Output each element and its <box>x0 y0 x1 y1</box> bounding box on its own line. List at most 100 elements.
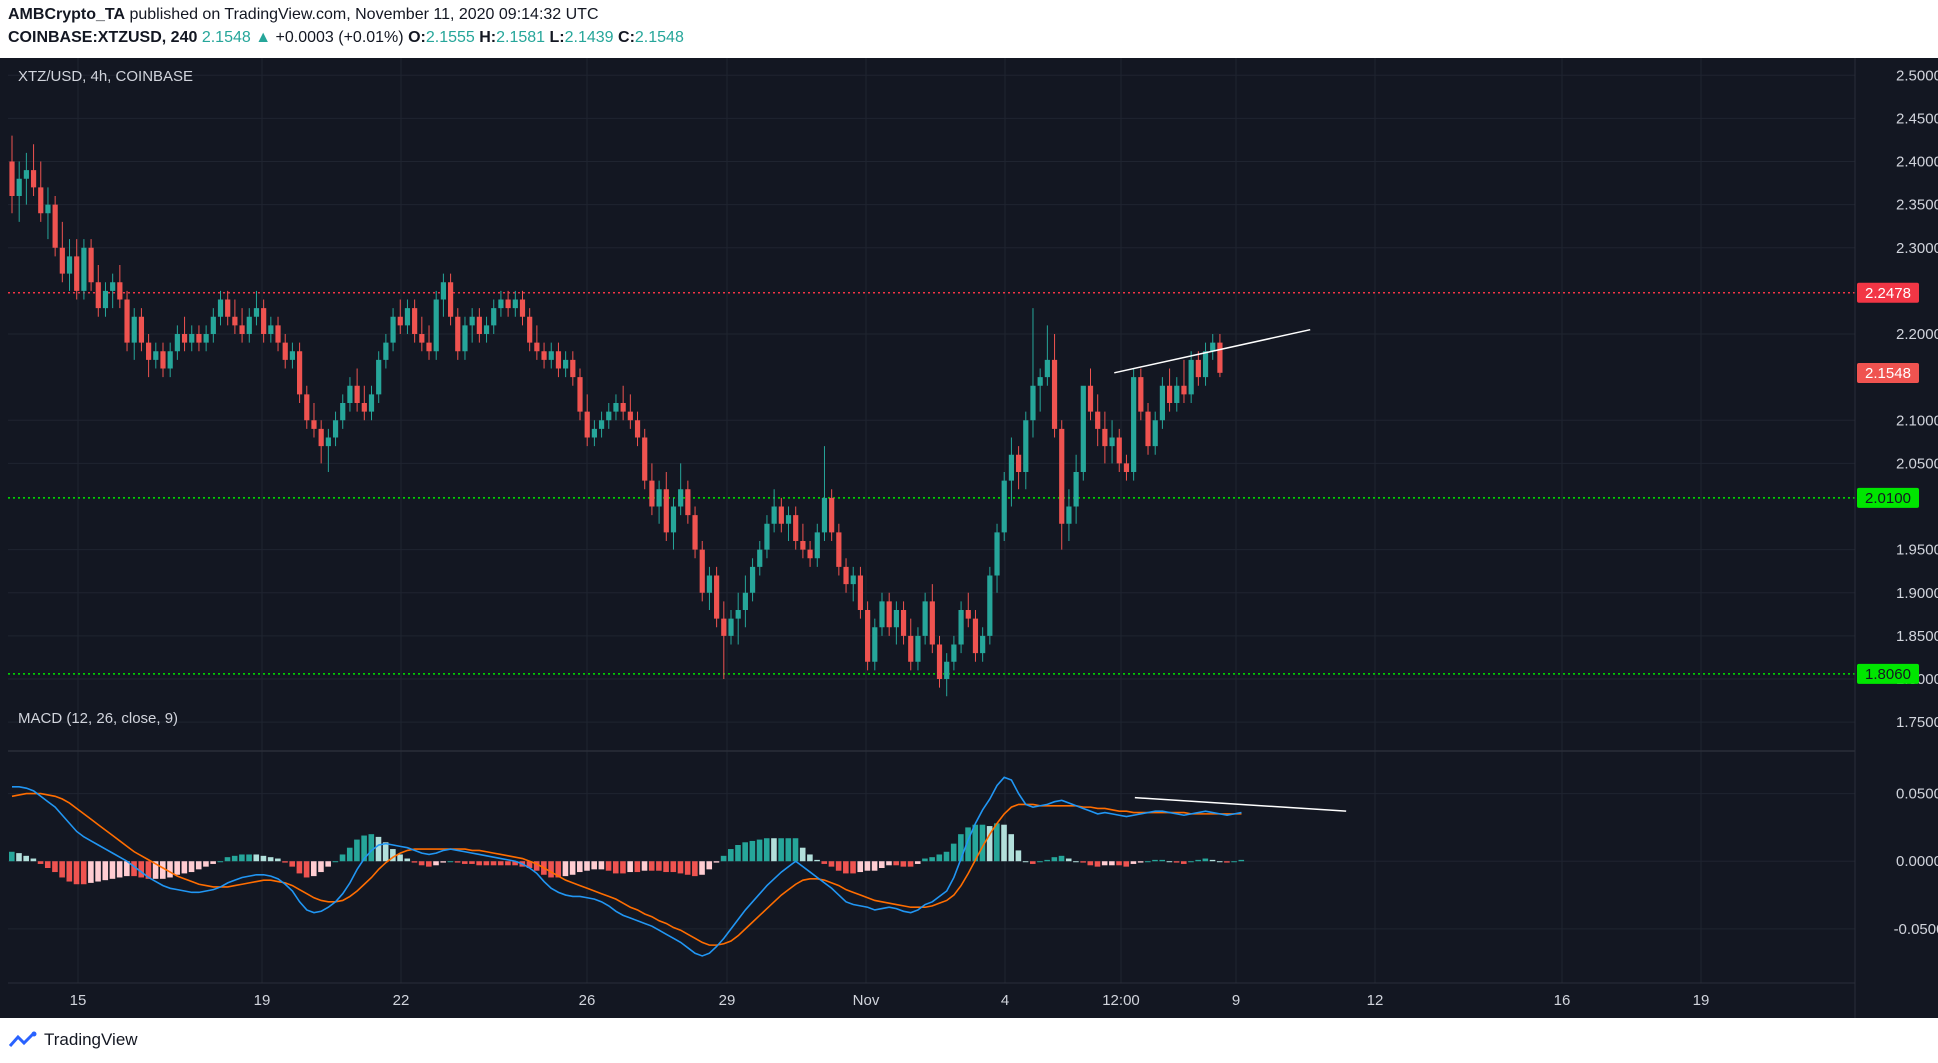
macd-histogram-bar <box>203 861 209 867</box>
time-tick-label: 4 <box>1001 992 1009 1009</box>
macd-histogram-bar <box>152 861 159 879</box>
candle-up <box>210 316 216 334</box>
candle-up <box>1001 480 1007 533</box>
price-axis[interactable]: 2.5000 2.4500 2.4000 2.3500 2.3000 2.2000 2.10… <box>1857 67 1938 938</box>
candle-up <box>189 334 195 343</box>
candle-up <box>656 489 662 507</box>
macd-histogram-bar <box>929 857 935 862</box>
macd-histogram-bar <box>612 861 619 874</box>
macd-histogram-bar <box>1001 824 1007 862</box>
candle-up <box>325 437 331 447</box>
candle-down <box>232 316 238 326</box>
candle-up <box>376 359 382 395</box>
macd-histogram-bar <box>814 859 820 862</box>
macd-histogram-bar <box>346 847 353 862</box>
publisher-name[interactable]: AMBCrypto_TA <box>8 6 126 23</box>
candle-up <box>174 334 180 352</box>
candle-down <box>886 601 892 628</box>
macd-histogram-bar <box>835 861 842 871</box>
macd-histogram-bar <box>720 855 727 862</box>
macd-histogram-bar <box>80 861 87 885</box>
macd-histogram-bar <box>390 849 396 862</box>
macd-histogram-bar <box>1145 861 1151 863</box>
candle-up <box>203 334 209 343</box>
candle-up <box>110 282 116 291</box>
resistance-price-badge <box>1857 282 1919 303</box>
macd-histogram-bar <box>864 861 871 871</box>
macd-histogram-bar <box>88 861 94 883</box>
close-label: C: <box>618 29 635 46</box>
candle-up <box>1080 385 1086 472</box>
macd-histogram-bar <box>1231 861 1237 863</box>
candle-up <box>153 351 159 360</box>
candle-up <box>785 515 792 524</box>
candle-down <box>900 610 907 636</box>
candle-down <box>584 411 590 438</box>
macd-histogram-bar <box>167 861 173 878</box>
macd-histogram-bar <box>699 861 705 875</box>
macd-histogram-bar <box>361 835 367 862</box>
symbol-label[interactable]: COINBASE:XTZUSD, 240 <box>8 29 198 46</box>
candle-down <box>181 334 188 343</box>
candle-down <box>1145 411 1151 447</box>
candle-up <box>742 592 748 610</box>
macd-histogram-bar <box>598 861 605 870</box>
candle-up <box>469 316 475 326</box>
open-value: 2.1555 <box>425 29 475 46</box>
time-axis[interactable]: 15 19 22 26 29 Nov 4 12:00 9 12 16 19 <box>70 992 1710 1009</box>
macd-histogram-bar <box>893 861 899 866</box>
candle-up <box>821 497 828 533</box>
macd-histogram-bar <box>44 861 51 868</box>
macd-histogram-bar <box>1094 861 1101 867</box>
candle-down <box>929 601 935 645</box>
candle-down <box>74 256 80 291</box>
candle-down <box>836 532 842 567</box>
candle-up <box>915 635 921 662</box>
candle-down <box>577 377 583 412</box>
macd-histogram-bar <box>1087 861 1094 866</box>
macd-histogram-bar <box>1058 855 1065 862</box>
time-tick-label: 19 <box>254 992 271 1009</box>
candle-up <box>340 403 346 421</box>
candle-up <box>670 506 677 533</box>
candle-down <box>1087 385 1094 412</box>
trendlines[interactable] <box>1114 328 1347 812</box>
macd-histogram-bar <box>1080 861 1086 863</box>
macd-histogram-bar <box>426 861 432 867</box>
macd-histogram-bar <box>23 855 29 862</box>
chart-background <box>0 58 1938 1018</box>
macd-tick-label: 0.0000 <box>1896 853 1938 870</box>
macd-trendline[interactable] <box>1134 796 1347 812</box>
candle-down <box>534 342 540 352</box>
macd-histogram-bar <box>1116 861 1122 866</box>
price-trendline[interactable] <box>1114 328 1311 374</box>
chart-area[interactable]: 2.5000 2.4500 2.4000 2.3500 2.3000 2.2000 2.10… <box>0 58 1938 1018</box>
candle-down <box>138 316 145 343</box>
time-tick-label: 9 <box>1232 992 1240 1009</box>
macd-histogram-bar <box>404 858 411 862</box>
macd-histogram-bar <box>275 858 281 862</box>
brand-name[interactable]: TradingView <box>44 1030 138 1049</box>
candle-down <box>663 489 669 533</box>
candle-up <box>131 316 137 343</box>
macd-histogram-bar <box>433 861 439 866</box>
candle-down <box>685 489 691 516</box>
candle-down <box>476 316 482 334</box>
time-tick-label: 15 <box>70 992 87 1009</box>
macd-histogram-bar <box>368 834 375 862</box>
macd-line <box>12 776 1242 957</box>
candle-down <box>1166 385 1173 403</box>
up-triangle-icon: ▲ <box>255 29 272 46</box>
high-value: 2.1581 <box>496 29 546 46</box>
candle-up <box>757 549 763 567</box>
tradingview-logo-icon[interactable] <box>8 1031 38 1049</box>
macd-histogram-bar <box>339 854 346 862</box>
macd-histogram-bar <box>749 840 756 862</box>
candle-down <box>30 170 37 188</box>
candle-up <box>606 411 612 421</box>
candle-down <box>1116 437 1122 464</box>
price-tick-label: 2.3500 <box>1896 197 1938 214</box>
macd-histogram-bar <box>1166 861 1173 863</box>
candle-up <box>678 489 684 507</box>
macd-histogram-bar <box>1180 861 1187 864</box>
